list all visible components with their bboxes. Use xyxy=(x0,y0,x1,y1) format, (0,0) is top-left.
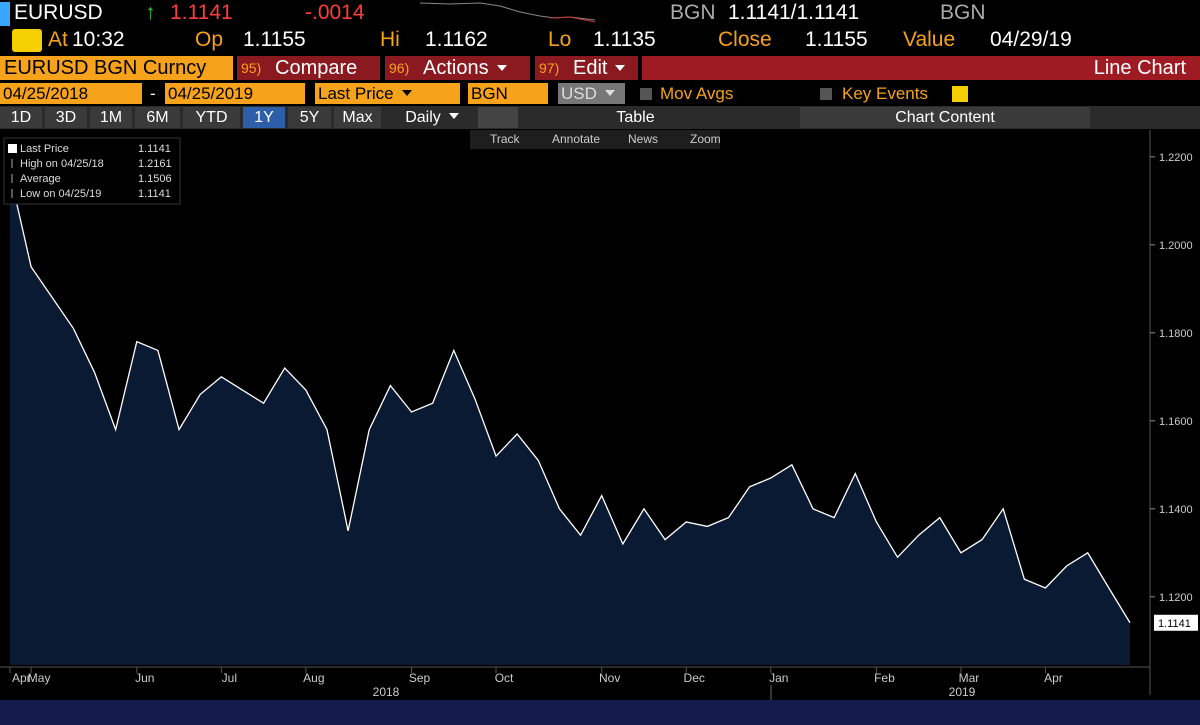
tool[interactable]: Annotate xyxy=(552,132,601,146)
legend-value: 1.2161 xyxy=(138,158,172,170)
security-field[interactable]: EURUSD BGN Curncy xyxy=(0,56,233,80)
chart: 1.12001.14001.16001.18001.20001.2200AprM… xyxy=(0,130,1198,700)
line-icon[interactable] xyxy=(478,107,518,128)
legend-value: 1.1506 xyxy=(138,173,172,185)
x-tick-label: Feb xyxy=(874,671,895,685)
mov-avgs[interactable]: Mov Avgs xyxy=(660,84,734,103)
button-label[interactable]: Edit xyxy=(573,56,625,80)
frequency[interactable]: Daily xyxy=(392,107,472,128)
x-tick-label: Jun xyxy=(135,671,154,685)
alert-icon[interactable] xyxy=(12,29,42,52)
legend-value: 1.1141 xyxy=(138,143,171,155)
x-tick-label: Nov xyxy=(599,671,620,685)
x-tick-label: May xyxy=(28,671,51,685)
x-tick-label: Aug xyxy=(303,671,324,685)
period-tab[interactable]: 3D xyxy=(45,107,87,128)
x-tick-label: Sep xyxy=(409,671,431,685)
tool[interactable]: Track xyxy=(490,132,520,146)
year-label: 2019 xyxy=(949,685,976,699)
legend-value: 1.1141 xyxy=(138,188,171,200)
button-num: 96) xyxy=(389,60,410,76)
footer-band xyxy=(0,700,1200,725)
legend-label: Last Price xyxy=(20,143,69,155)
y-tick-label: 1.1600 xyxy=(1159,416,1193,428)
field-select[interactable]: Last Price xyxy=(315,83,460,104)
stat-value: 04/29/19 xyxy=(990,28,1072,51)
y-tick-label: 1.2000 xyxy=(1159,240,1193,252)
year-label: 2018 xyxy=(373,685,400,699)
stat-value: 1.1155 xyxy=(805,28,868,51)
checkbox[interactable] xyxy=(820,88,832,100)
end-date[interactable]: 04/25/2019 xyxy=(165,83,305,104)
legend-label: Average xyxy=(20,173,61,185)
arrow: ↑ xyxy=(145,1,156,24)
period-tab[interactable]: YTD xyxy=(183,107,240,128)
y-tick-label: 1.2200 xyxy=(1159,152,1193,164)
stat-label: Hi xyxy=(380,28,400,51)
dash: - xyxy=(150,84,156,103)
quote: 1.1141/1.1141 xyxy=(728,1,860,24)
period-tab[interactable]: 6M xyxy=(135,107,180,128)
last-value-label: 1.1141 xyxy=(1158,618,1191,630)
area xyxy=(10,173,1130,665)
sparkline xyxy=(420,2,596,23)
period-tab[interactable]: 1D xyxy=(0,107,42,128)
button-num: 95) xyxy=(241,60,262,76)
button-label[interactable]: Compare xyxy=(275,57,358,79)
view-title: Line Chart xyxy=(642,56,1200,80)
ask-source: BGN xyxy=(940,1,986,24)
x-tick-label: Oct xyxy=(495,671,514,685)
price-line xyxy=(9,173,1131,624)
tool[interactable]: Zoom xyxy=(690,132,721,146)
stat-value: 1.1135 xyxy=(593,28,656,51)
info-icon[interactable] xyxy=(952,86,968,102)
button-box[interactable] xyxy=(237,56,380,80)
last-value-box xyxy=(1154,614,1198,631)
legend-swatch xyxy=(8,144,17,153)
x-tick-label: Apr xyxy=(12,671,31,685)
legend-box xyxy=(3,137,181,205)
stat-value: 1.1162 xyxy=(425,28,488,51)
stat-value: 10:32 xyxy=(72,28,125,51)
stat-label: Op xyxy=(195,28,224,51)
key-events[interactable]: Key Events xyxy=(842,84,928,103)
start-date[interactable]: 04/25/2018 xyxy=(0,83,142,104)
y-tick-label: 1.1800 xyxy=(1159,328,1193,340)
stat-label: Lo xyxy=(548,28,572,51)
legend-label: High on 04/25/18 xyxy=(20,158,104,170)
stat-value: 1.1155 xyxy=(243,28,306,51)
stat-label: At xyxy=(48,28,68,51)
x-tick-label: Jul xyxy=(222,671,237,685)
bid-source: BGN xyxy=(670,1,716,24)
symbol-marker xyxy=(0,2,10,26)
source-field[interactable]: BGN xyxy=(468,83,548,104)
tool[interactable]: News xyxy=(628,132,659,146)
y-tick-label: 1.1400 xyxy=(1159,504,1193,516)
checkbox[interactable] xyxy=(640,88,652,100)
period-tab[interactable]: 1M xyxy=(90,107,132,128)
x-tick-label: Jan xyxy=(769,671,788,685)
table-button[interactable]: Table xyxy=(616,109,655,126)
change: -.0014 xyxy=(305,1,365,24)
currency-select[interactable]: USD xyxy=(558,83,625,104)
period-tab[interactable]: 5Y xyxy=(288,107,331,128)
stat-label: Close xyxy=(718,28,772,51)
legend-label: Low on 04/25/19 xyxy=(20,188,101,200)
period-tab[interactable]: 1Y xyxy=(243,107,285,128)
last-price: 1.1141 xyxy=(170,1,233,24)
tools-bar xyxy=(470,130,720,149)
x-tick-label: Mar xyxy=(959,671,980,685)
symbol: EURUSD xyxy=(14,1,103,24)
stat-label: Value xyxy=(903,28,956,51)
x-tick-label: Dec xyxy=(684,671,705,685)
y-tick-label: 1.1200 xyxy=(1159,592,1193,604)
button-num: 97) xyxy=(539,60,560,76)
x-tick-label: Apr xyxy=(1044,671,1063,685)
period-tab[interactable]: Max xyxy=(334,107,381,128)
chart-content[interactable]: Chart Content xyxy=(800,107,1090,128)
button-label[interactable]: Actions xyxy=(423,56,507,80)
